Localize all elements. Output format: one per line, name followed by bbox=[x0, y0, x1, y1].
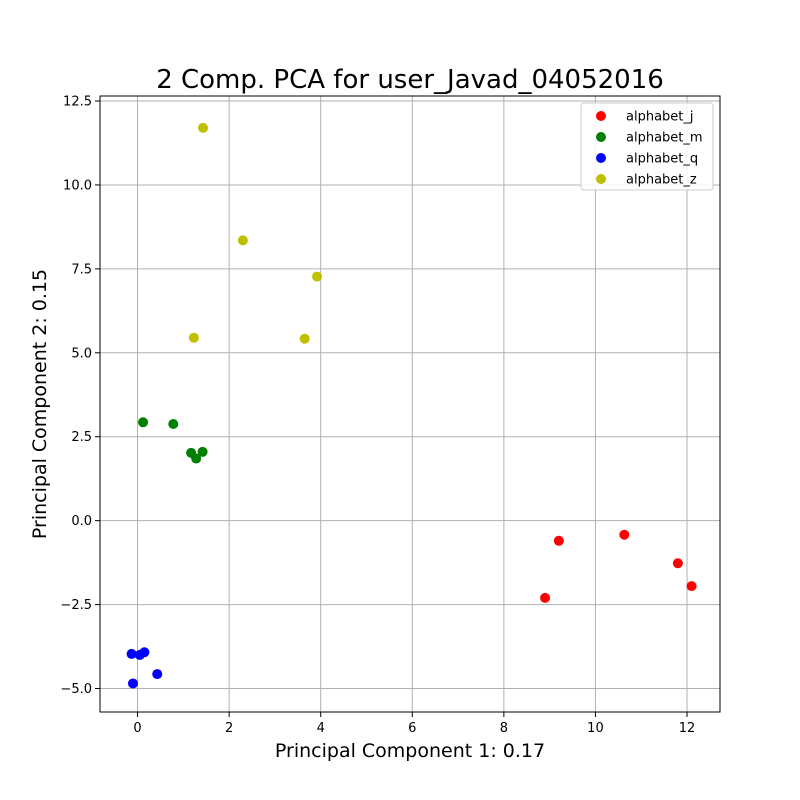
data-point-alphabet-q bbox=[139, 647, 150, 658]
data-point-alphabet-z bbox=[312, 271, 323, 282]
data-point-alphabet-z bbox=[188, 332, 199, 343]
x-tick-label: 0 bbox=[133, 721, 141, 736]
y-tick-label: −5.0 bbox=[60, 682, 92, 697]
x-tick-label: 10 bbox=[587, 721, 604, 736]
data-point-alphabet-z bbox=[198, 122, 209, 133]
plot-frame bbox=[99, 95, 721, 713]
plot-area bbox=[100, 96, 720, 712]
data-point-alphabet-q bbox=[152, 669, 163, 680]
legend-label: alphabet_j bbox=[626, 110, 694, 125]
y-tick-label: 7.5 bbox=[71, 262, 92, 277]
data-point-alphabet-j bbox=[619, 529, 630, 540]
data-point-alphabet-j bbox=[553, 535, 564, 546]
data-point-alphabet-j bbox=[540, 592, 551, 603]
data-point-alphabet-m bbox=[191, 453, 202, 464]
legend-frame bbox=[580, 102, 714, 191]
legend-marker-alphabet-q bbox=[596, 153, 606, 163]
y-tick-label: −2.5 bbox=[60, 598, 92, 613]
y-tick-label: 10.0 bbox=[63, 178, 92, 193]
point-layer bbox=[126, 122, 697, 689]
data-point-alphabet-m bbox=[197, 446, 208, 457]
y-tick-label: 12.5 bbox=[63, 95, 92, 110]
legend: alphabet_j alphabet_m alphabet_q alphabet_z bbox=[580, 102, 714, 191]
legend-label: alphabet_m bbox=[626, 131, 703, 146]
legend-marker-alphabet-z bbox=[596, 174, 606, 184]
legend-label: alphabet_z bbox=[626, 173, 697, 188]
x-tick-label: 8 bbox=[500, 721, 508, 736]
legend-marker-alphabet-m bbox=[596, 132, 606, 142]
y-axis-label: Principal Component 2: 0.15 bbox=[29, 269, 51, 539]
legend-marker-alphabet-j bbox=[596, 111, 606, 121]
data-point-alphabet-q bbox=[127, 678, 138, 689]
x-tick-label: 2 bbox=[225, 721, 233, 736]
data-point-alphabet-z bbox=[237, 235, 248, 246]
legend-label: alphabet_q bbox=[626, 152, 698, 167]
x-axis-label: Principal Component 1: 0.17 bbox=[275, 740, 545, 762]
data-point-alphabet-j bbox=[686, 581, 697, 592]
x-tick-label: 4 bbox=[317, 721, 325, 736]
data-point-alphabet-q bbox=[126, 648, 137, 659]
y-tick-label: 0.0 bbox=[71, 514, 92, 529]
data-point-alphabet-z bbox=[299, 333, 310, 344]
y-tick-label: 5.0 bbox=[71, 346, 92, 361]
data-point-alphabet-j bbox=[672, 558, 683, 569]
x-tick-label: 12 bbox=[679, 721, 696, 736]
x-tick-label: 6 bbox=[408, 721, 416, 736]
data-point-alphabet-m bbox=[168, 418, 179, 429]
data-point-alphabet-m bbox=[138, 417, 149, 428]
tick-layer: 0 2 4 6 8 10 12 −5.0 −2.5 0.0 2.5 5.0 7.5 10.0 12.5 bbox=[60, 95, 695, 736]
chart-title: 2 Comp. PCA for user_Javad_04052016 bbox=[156, 65, 664, 95]
grid-layer bbox=[100, 96, 720, 712]
y-tick-label: 2.5 bbox=[71, 430, 92, 445]
